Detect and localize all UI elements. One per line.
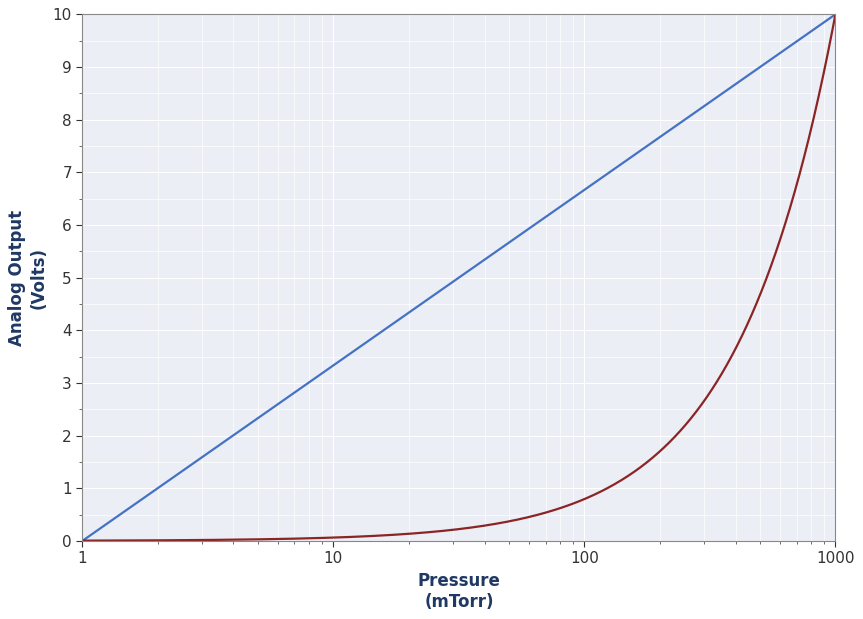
X-axis label: Pressure
(mTorr): Pressure (mTorr) — [418, 572, 501, 611]
Y-axis label: Analog Output
(Volts): Analog Output (Volts) — [9, 210, 47, 345]
